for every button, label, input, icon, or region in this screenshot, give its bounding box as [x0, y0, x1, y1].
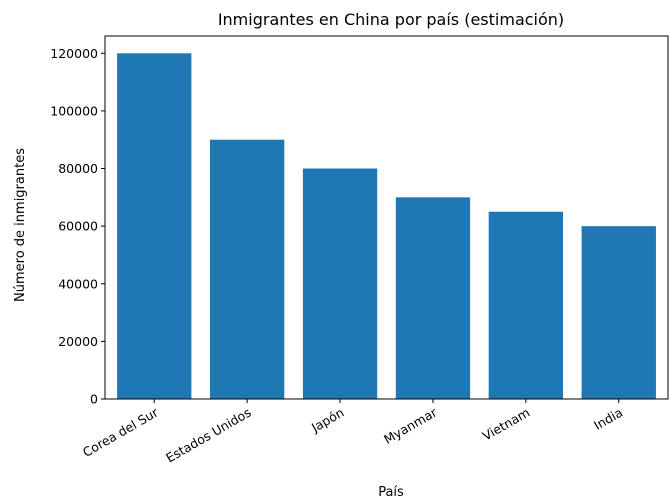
y-tick-label: 100000: [50, 103, 98, 118]
x-tick-label: Vietnam: [480, 405, 533, 444]
x-tick-label: Myanmar: [381, 404, 440, 447]
bar-corea-del-sur: [117, 53, 192, 400]
bar-myanmar: [395, 197, 471, 399]
y-tick-label: 80000: [58, 161, 98, 176]
x-tick-label: Corea del Sur: [80, 404, 162, 460]
x-tick-label: Estados Unidos: [163, 405, 253, 466]
bars-group: [117, 53, 656, 400]
bar-india: [581, 226, 656, 399]
x-tick-label: India: [591, 405, 625, 433]
y-tick-label: 40000: [58, 276, 98, 291]
y-axis-label: Número de inmigrantes: [13, 148, 28, 302]
bar-vietnam: [488, 211, 564, 399]
bar-japón: [302, 168, 378, 399]
chart-title: Inmigrantes en China por país (estimació…: [218, 10, 564, 29]
y-axis-ticks: 0 20000 40000 60000 80000 100000 120000: [50, 46, 105, 407]
y-tick-label: 20000: [58, 334, 98, 349]
x-axis-ticks: Corea del Sur Estados Unidos Japón Myanmar V…: [80, 399, 625, 465]
y-tick-label: 0: [90, 392, 98, 407]
bar-estados-unidos: [209, 139, 285, 399]
y-tick-label: 60000: [58, 219, 98, 234]
x-tick-label: Japón: [308, 405, 347, 436]
y-tick-label: 120000: [50, 46, 98, 61]
plot-frame: [104, 35, 669, 400]
x-axis-label: País: [378, 485, 404, 500]
